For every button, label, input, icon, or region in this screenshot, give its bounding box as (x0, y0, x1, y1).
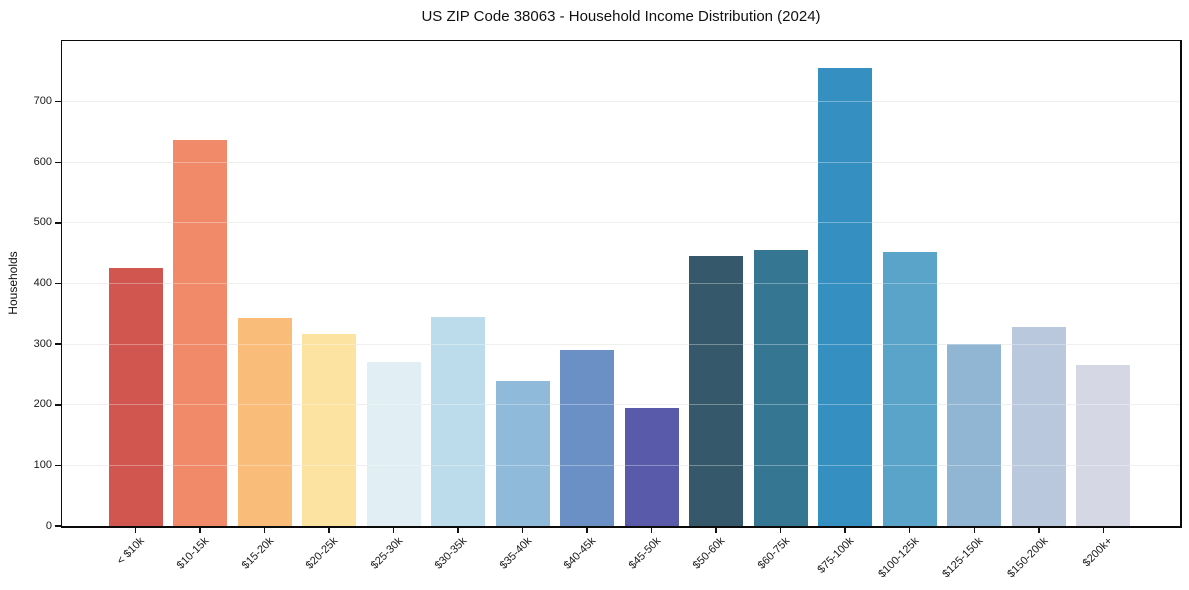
x-tick-label: $10-15k (174, 535, 212, 572)
x-tick-label: $35-40k (497, 535, 535, 572)
bar (1011, 326, 1066, 526)
x-tick (586, 527, 588, 533)
bar (237, 318, 292, 526)
y-tick (55, 222, 61, 224)
x-tick (263, 527, 266, 533)
bar (302, 334, 357, 526)
gridline (62, 101, 1180, 103)
bar (882, 251, 937, 526)
x-tick (779, 527, 782, 533)
x-tick (1038, 527, 1040, 533)
x-tick (908, 527, 911, 533)
x-tick-label: $15-20k (239, 535, 277, 572)
spine-bottom (60, 526, 1182, 528)
y-tick (55, 161, 61, 163)
gridline-overlay (62, 101, 1180, 103)
x-tick (521, 527, 524, 533)
y-tick (55, 404, 61, 406)
gridline (62, 283, 1180, 284)
bar (1076, 364, 1131, 526)
x-tick-label: < $10k (114, 535, 147, 568)
x-tick-label: $100-125k (875, 535, 922, 581)
y-tick (55, 525, 61, 527)
y-tick (55, 343, 61, 345)
y-tick-label: 300 (33, 337, 52, 350)
x-tick-label: $125-150k (940, 535, 986, 581)
spine-top (60, 39, 1182, 41)
x-tick-label: $30-35k (432, 535, 470, 572)
x-tick-label: $50-60k (691, 535, 728, 572)
y-tick-label: 100 (33, 458, 52, 471)
x-tick (134, 527, 137, 533)
gridline-overlay (62, 404, 1180, 406)
x-tick (1102, 527, 1105, 533)
bar (495, 381, 550, 526)
y-tick-label: 400 (33, 277, 52, 289)
chart-title: US ZIP Code 38063 - Household Income Dis… (421, 8, 821, 25)
x-tick (328, 527, 330, 533)
bar (366, 362, 421, 526)
y-tick (55, 464, 61, 467)
gridline (62, 343, 1180, 345)
x-tick-label: $40-45k (562, 535, 599, 572)
bar (560, 349, 615, 526)
x-tick (844, 527, 846, 533)
bar (818, 67, 873, 526)
x-tick (650, 527, 653, 533)
gridline (62, 464, 1180, 466)
bar (173, 139, 228, 526)
gridline-overlay (62, 343, 1180, 345)
bar (431, 317, 486, 526)
bar (108, 267, 163, 526)
y-tick-label: 500 (33, 216, 52, 229)
plot-area (62, 41, 1180, 526)
x-tick (392, 527, 395, 533)
y-tick-label: 700 (33, 95, 52, 108)
spine-right (1180, 39, 1182, 528)
x-tick-label: $60-75k (755, 535, 793, 572)
gridline (62, 222, 1180, 224)
bar (947, 343, 1002, 526)
gridline (62, 161, 1180, 163)
y-tick (55, 282, 61, 285)
gridline (62, 404, 1180, 406)
bar (689, 256, 744, 526)
bar (753, 249, 808, 526)
bar (624, 408, 679, 526)
gridline-overlay (62, 161, 1180, 163)
x-tick (457, 527, 459, 533)
x-tick (715, 527, 717, 533)
x-tick-label: $75-100k (815, 535, 857, 576)
y-tick-label: 600 (33, 155, 52, 168)
x-tick-label: $150-200k (1005, 535, 1051, 581)
gridline-overlay (62, 464, 1180, 466)
x-tick (973, 527, 975, 533)
y-tick-label: 200 (33, 398, 52, 411)
gridline-overlay (62, 222, 1180, 224)
gridline-overlay (62, 283, 1180, 284)
x-tick-label: $25-30k (368, 535, 406, 572)
x-tick (199, 527, 201, 533)
x-tick-label: $20-25k (303, 535, 341, 572)
y-tick-label: 0 (45, 519, 52, 532)
spine-left (60, 39, 62, 528)
x-tick-label: $45-50k (626, 535, 664, 572)
y-tick (55, 100, 61, 103)
x-tick-label: $200k+ (1080, 535, 1115, 570)
